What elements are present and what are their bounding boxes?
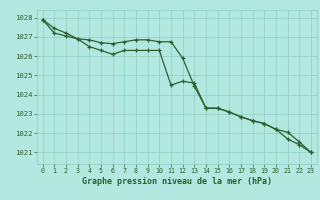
X-axis label: Graphe pression niveau de la mer (hPa): Graphe pression niveau de la mer (hPa) <box>82 177 272 186</box>
